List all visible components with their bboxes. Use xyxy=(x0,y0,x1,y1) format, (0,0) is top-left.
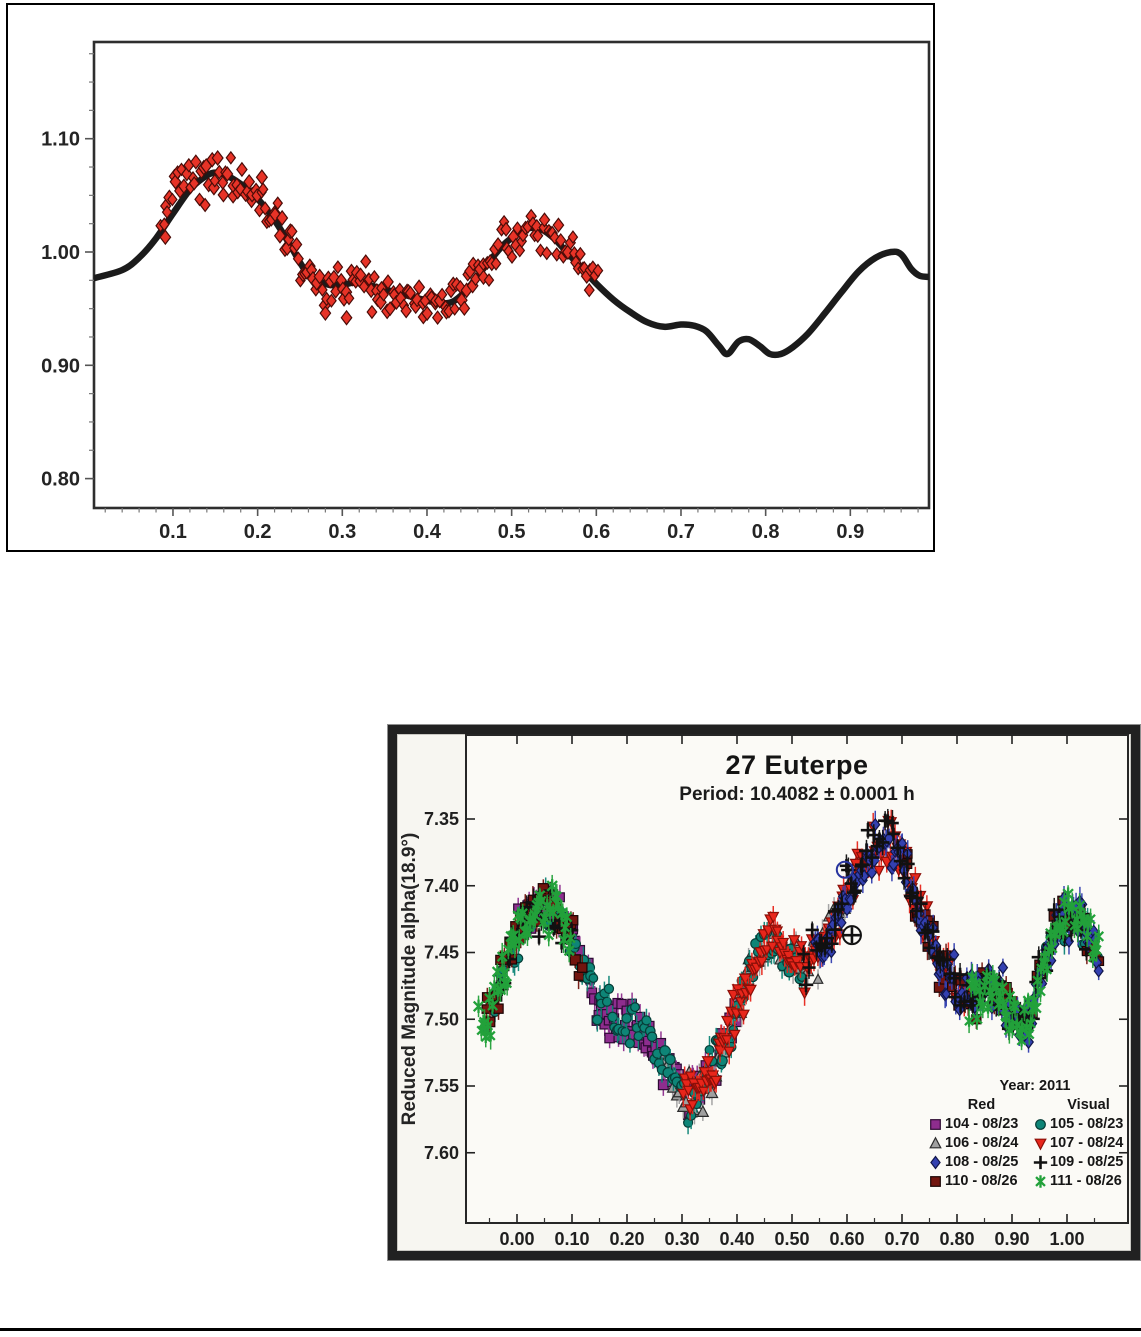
legend-marker-109-icon xyxy=(1033,1155,1048,1170)
legend-marker-105-icon xyxy=(1035,1119,1046,1130)
x-tick-label: 0.3 xyxy=(328,521,356,543)
legend-column-headers: Red Visual xyxy=(928,1096,1141,1115)
x-tick-label: 0.40 xyxy=(719,1229,754,1249)
legend-label-red-104: 104 - 08/23 xyxy=(945,1116,1019,1132)
x-tick-label: 0.60 xyxy=(829,1229,864,1249)
x-tick-label: 0.00 xyxy=(499,1229,534,1249)
legend-marker-108-icon xyxy=(930,1155,941,1170)
euterpe-lightcurve-plot: 0.00 0.10 0.20 0.30 0.40 0.50 0.60 0.70 0.80 0.90… xyxy=(424,734,1129,1249)
session-data-points xyxy=(472,808,1105,1135)
x-tick-label: 0.5 xyxy=(498,521,526,543)
chart-title: 27 Euterpe xyxy=(725,750,869,780)
plot-frame xyxy=(92,40,931,510)
legend-row: 108 - 08/25 109 - 08/25 xyxy=(928,1153,1141,1172)
euterpe-lightcurve-figure: 0.00 0.10 0.20 0.30 0.40 0.50 0.60 0.70 0.80 0.90… xyxy=(388,725,1140,1260)
x-tick-label: 0.8 xyxy=(752,521,780,543)
axis-ticks xyxy=(466,735,1128,1223)
series-111 xyxy=(472,874,1105,1051)
legend-label-visual-107: 107 - 08/24 xyxy=(1050,1135,1124,1151)
legend-marker-107-icon xyxy=(1034,1138,1047,1151)
legend-label-red-106: 106 - 08/24 xyxy=(945,1135,1019,1151)
axis-tick-labels: 0.00 0.10 0.20 0.30 0.40 0.50 0.60 0.70 0.80 0.90… xyxy=(424,809,1085,1249)
model-lightcurve-plot: 0.1 0.2 0.3 0.4 0.5 0.6 0.7 0.8 0.9 0.80 0.90 1.00 1… xyxy=(41,40,931,543)
legend-label-visual-105: 105 - 08/23 xyxy=(1050,1116,1124,1132)
legend-year: Year: 2011 xyxy=(999,1078,1071,1094)
page-bottom-rule xyxy=(0,1328,1141,1331)
y-axis-label: Reduced Magnitude alpha(18.9°) xyxy=(399,832,420,1126)
legend: Year: 2011 Red Visual 104 - 08/23 105 - 0… xyxy=(928,1077,1141,1191)
x-tick-label: 0.7 xyxy=(667,521,695,543)
legend-marker-106-icon xyxy=(929,1136,942,1149)
legend-marker-111-icon xyxy=(1035,1175,1046,1188)
y-tick-label: 1.00 xyxy=(41,242,80,264)
y-tick-label: 7.45 xyxy=(424,943,459,963)
x-tick-label: 0.30 xyxy=(664,1229,699,1249)
highlight-markers xyxy=(835,860,862,946)
legend-label-red-108: 108 - 08/25 xyxy=(945,1154,1019,1170)
axis-ticks xyxy=(85,53,919,516)
observed-points xyxy=(155,149,604,326)
y-tick-label: 7.35 xyxy=(424,809,459,829)
x-tick-label: 0.4 xyxy=(413,521,442,543)
x-tick-label: 0.2 xyxy=(244,521,272,543)
legend-header-red: Red xyxy=(967,1097,996,1113)
y-tick-label: 7.60 xyxy=(424,1143,459,1163)
y-tick-label: 0.90 xyxy=(41,355,80,377)
x-tick-label: 0.9 xyxy=(836,521,864,543)
y-tick-label: 7.40 xyxy=(424,876,459,896)
x-tick-label: 1.00 xyxy=(1049,1229,1084,1249)
y-tick-label: 0.80 xyxy=(41,469,80,491)
legend-row: 110 - 08/26 111 - 08/26 xyxy=(928,1172,1141,1191)
model-lightcurve-figure: 0.1 0.2 0.3 0.4 0.5 0.6 0.7 0.8 0.9 0.80 0.90 1.00 1… xyxy=(6,3,935,552)
x-tick-label: 0.10 xyxy=(554,1229,589,1249)
legend-marker-110-icon xyxy=(930,1176,941,1187)
x-tick-label: 0.1 xyxy=(159,521,187,543)
x-tick-label: 0.6 xyxy=(582,521,610,543)
x-tick-label: 0.70 xyxy=(884,1229,919,1249)
legend-marker-104-icon xyxy=(930,1119,941,1130)
chart-subtitle: Period: 10.4082 ± 0.0001 h xyxy=(679,784,915,805)
y-tick-label: 1.10 xyxy=(41,129,80,151)
legend-label-visual-109: 109 - 08/25 xyxy=(1050,1154,1124,1170)
x-tick-label: 0.90 xyxy=(994,1229,1029,1249)
legend-header-visual: Visual xyxy=(1067,1097,1110,1113)
x-tick-label: 0.80 xyxy=(939,1229,974,1249)
y-tick-label: 7.55 xyxy=(424,1076,459,1096)
y-tick-label: 7.50 xyxy=(424,1009,459,1029)
axis-tick-labels: 0.1 0.2 0.3 0.4 0.5 0.6 0.7 0.8 0.9 0.80 0.90 1.00 1… xyxy=(41,129,864,543)
legend-row: 106 - 08/24 107 - 08/24 xyxy=(928,1134,1141,1153)
x-tick-label: 0.20 xyxy=(609,1229,644,1249)
legend-label-visual-111: 111 - 08/26 xyxy=(1050,1173,1122,1189)
legend-label-red-110: 110 - 08/26 xyxy=(945,1173,1018,1189)
legend-row: 104 - 08/23 105 - 08/23 xyxy=(928,1115,1141,1134)
x-tick-label: 0.50 xyxy=(774,1229,809,1249)
